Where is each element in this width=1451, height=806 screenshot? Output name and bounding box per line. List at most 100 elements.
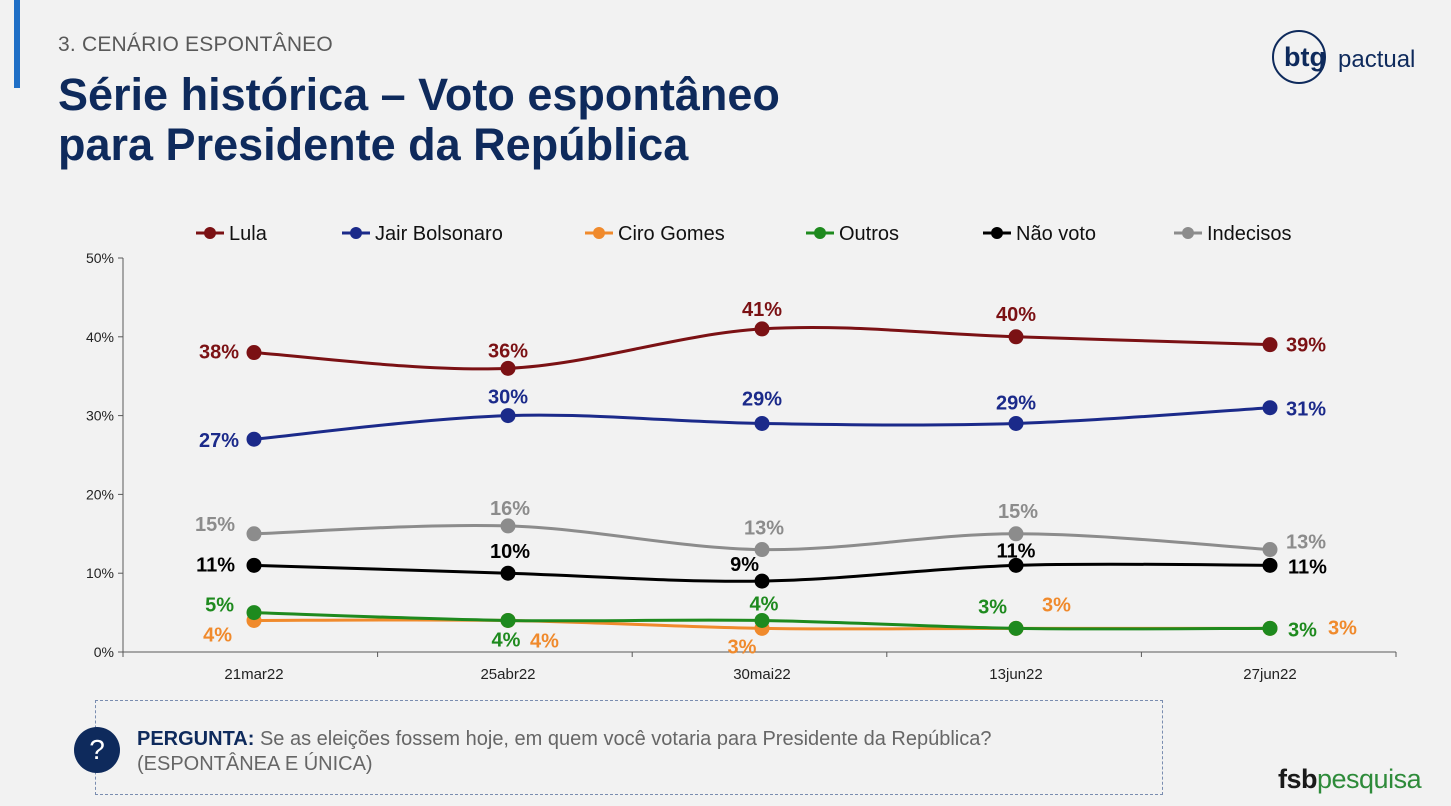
legend-marker: [204, 227, 216, 239]
question-icon: ?: [74, 727, 120, 773]
data-point: [754, 542, 770, 558]
data-point: [500, 518, 516, 534]
section-label: 3. CENÁRIO ESPONTÂNEO: [58, 33, 333, 56]
data-label: 13%: [1286, 532, 1326, 554]
data-point: [1008, 526, 1024, 542]
page-title-line-1: Série histórica – Voto espontâneo: [58, 69, 780, 120]
fsb-pesquisa-logo: fsbpesquisa: [1278, 764, 1422, 795]
data-point: [754, 573, 770, 589]
data-point: [500, 360, 516, 376]
legend-marker: [1182, 227, 1194, 239]
btg-pactual-logo: btg pactual: [1272, 30, 1432, 90]
data-label: 4%: [492, 629, 521, 651]
data-label: 29%: [742, 388, 782, 410]
data-label: 27%: [199, 430, 239, 452]
data-label: 3%: [978, 596, 1007, 618]
btg-logo-circle: [1272, 30, 1326, 84]
data-label: 3%: [1288, 619, 1317, 641]
data-label: 15%: [998, 501, 1038, 523]
legend-label: Ciro Gomes: [618, 223, 725, 245]
data-label: 36%: [488, 340, 528, 362]
data-label: 3%: [728, 636, 757, 658]
data-point: [246, 345, 262, 361]
data-point: [1262, 400, 1278, 416]
y-tick-label: 40%: [86, 329, 114, 345]
x-tick-label: 13jun22: [989, 666, 1042, 683]
data-label: 29%: [996, 392, 1036, 414]
page-title: Série histórica – Voto espontâneo para P…: [58, 70, 958, 170]
btg-logo-light: pactual: [1338, 46, 1416, 73]
data-point: [1262, 337, 1278, 353]
data-label: 11%: [1288, 556, 1327, 578]
accent-bar: [14, 0, 20, 88]
data-label: 30%: [488, 387, 528, 409]
data-label: 3%: [1328, 617, 1357, 639]
fsb-logo-green: pesquisa: [1317, 764, 1422, 794]
data-label: 11%: [997, 540, 1036, 562]
legend-marker: [814, 227, 826, 239]
question-label: PERGUNTA:: [137, 728, 255, 750]
data-point: [1262, 620, 1278, 636]
data-label: 15%: [195, 514, 235, 536]
data-point: [1262, 557, 1278, 573]
y-tick-label: 10%: [86, 565, 114, 581]
series-outros: 5% 4% 4% 3% 3%: [205, 593, 1317, 651]
series-ciro-gomes: 4% 4% 3% 3% 3%: [203, 594, 1357, 658]
data-label: 4%: [203, 624, 232, 646]
data-label: 16%: [490, 498, 530, 520]
data-point: [246, 431, 262, 447]
data-label: 9%: [730, 554, 759, 576]
x-tick-label: 30mai22: [733, 666, 791, 683]
data-label: 41%: [742, 299, 782, 321]
page-title-line-2: para Presidente da República: [58, 119, 689, 170]
data-point: [1008, 620, 1024, 636]
data-label: 5%: [205, 595, 234, 617]
chart-legend: Lula Jair Bolsonaro Ciro Gomes Outros Não vo…: [196, 223, 1292, 245]
data-label: 4%: [530, 630, 559, 652]
legend-label: Lula: [229, 223, 268, 245]
series-indecisos: 15% 16% 13% 15% 13%: [195, 498, 1326, 558]
series-n-o-voto: 11% 10% 9% 11% 11%: [196, 540, 1327, 589]
question-text: Se as eleições fossem hoje, em quem você…: [259, 728, 992, 750]
data-point: [1008, 329, 1024, 345]
data-point: [1262, 542, 1278, 558]
legend-label: Outros: [839, 223, 899, 245]
data-point: [1008, 415, 1024, 431]
data-label: 3%: [1042, 594, 1071, 616]
legend-label: Não voto: [1016, 223, 1096, 245]
x-tick-label: 21mar22: [224, 666, 283, 683]
series-jair-bolsonaro: 27% 30% 29% 29% 31%: [199, 387, 1326, 453]
question-note: (ESPONTÂNEA E ÚNICA): [137, 753, 373, 775]
fsb-logo-bold: fsb: [1278, 764, 1318, 794]
data-label: 39%: [1286, 335, 1326, 357]
legend-marker: [593, 227, 605, 239]
data-point: [754, 321, 770, 337]
y-tick-label: 50%: [86, 250, 114, 266]
data-label: 10%: [490, 541, 530, 563]
y-tick-label: 20%: [86, 486, 114, 502]
legend-label: Indecisos: [1207, 223, 1292, 245]
data-point: [754, 612, 770, 628]
data-point: [500, 565, 516, 581]
data-point: [500, 408, 516, 424]
data-label: 11%: [196, 554, 235, 576]
legend-marker: [350, 227, 362, 239]
data-point: [500, 612, 516, 628]
data-point: [246, 605, 262, 621]
data-label: 31%: [1286, 399, 1326, 421]
data-point: [246, 526, 262, 542]
chart-axes: 0% 10% 20% 30% 40% 50% 21mar22 25abr22 30mai22 13…: [86, 250, 1397, 683]
data-label: 13%: [744, 518, 784, 540]
data-label: 38%: [199, 342, 239, 364]
data-point: [246, 557, 262, 573]
data-point: [1008, 557, 1024, 573]
legend-label: Jair Bolsonaro: [375, 223, 503, 245]
btg-logo-bold: btg: [1284, 42, 1326, 72]
y-tick-label: 30%: [86, 408, 114, 424]
x-tick-label: 25abr22: [480, 666, 535, 683]
data-point: [754, 415, 770, 431]
data-label: 40%: [996, 304, 1036, 326]
line-chart: Lula Jair Bolsonaro Ciro Gomes Outros Não vo…: [86, 223, 1397, 683]
series-lula: 38% 36% 41% 40% 39%: [199, 299, 1326, 376]
y-tick-label: 0%: [94, 644, 114, 660]
